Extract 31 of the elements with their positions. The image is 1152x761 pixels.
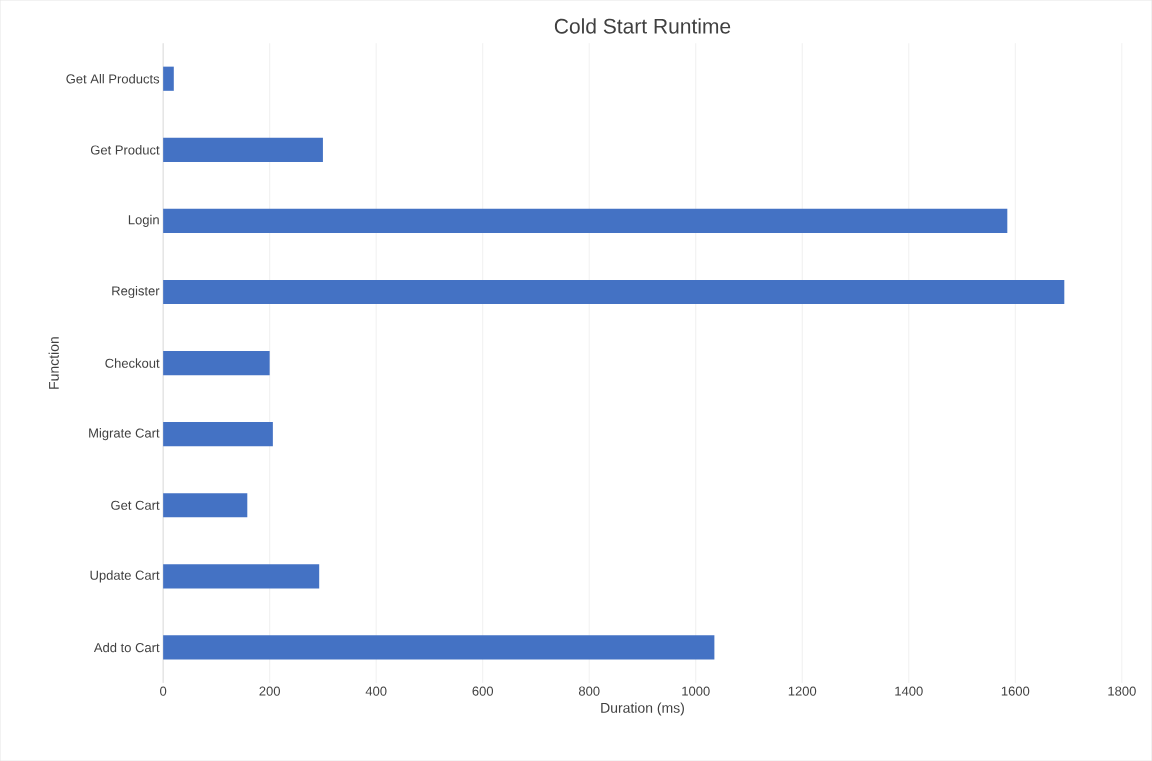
x-tick-label: 1600: [1001, 686, 1030, 696]
bar: [163, 66, 174, 91]
x-tick-label: 1000: [682, 686, 710, 696]
bar: [163, 208, 1008, 233]
y-tick-label: Get Product: [90, 144, 160, 155]
bar: [163, 422, 273, 447]
x-tick-label: 1400: [895, 686, 923, 696]
bar: [163, 493, 248, 518]
bar: [163, 350, 270, 376]
y-tick-label: Update Cart: [90, 570, 160, 583]
x-tick-label: 0: [160, 686, 167, 696]
x-tick-label: 600: [472, 686, 494, 696]
y-tick-label: Get Cart: [111, 500, 160, 510]
y-tick-label: Migrate Cart: [89, 428, 160, 441]
x-tick-label: 200: [259, 686, 280, 696]
y-tick-label: Checkout: [105, 358, 160, 368]
bar: [163, 279, 1065, 305]
y-axis-title: Function: [48, 337, 59, 389]
x-tick-label: 400: [365, 686, 387, 696]
bar: [163, 564, 320, 589]
bar: [163, 635, 715, 660]
x-tick-label: 800: [578, 686, 600, 696]
x-tick-label: 1200: [788, 686, 817, 696]
y-tick-label: Get All Products: [66, 73, 160, 84]
y-tick-label: Register: [112, 285, 160, 298]
x-axis-title: Duration (ms): [601, 702, 684, 716]
y-tick-label: Add to Cart: [93, 642, 160, 653]
chart-title: Cold Start Runtime: [554, 18, 731, 34]
bar: [163, 137, 323, 162]
y-tick-label: Login: [128, 214, 159, 227]
x-tick-label: 1800: [1108, 686, 1136, 696]
